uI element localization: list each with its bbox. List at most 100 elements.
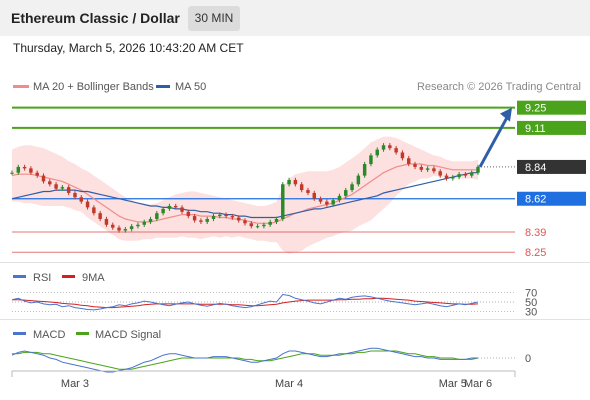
macd-line xyxy=(11,347,478,373)
candle-body xyxy=(123,229,128,231)
candle-body xyxy=(451,177,455,179)
candle-body xyxy=(129,226,134,230)
candle-body xyxy=(255,226,260,228)
level-tag-label: 9.11 xyxy=(525,123,546,135)
level-tag-bg xyxy=(517,191,586,206)
legend-ma20-label: MA 20 + Bollinger Bands xyxy=(33,81,154,93)
candle-body xyxy=(73,192,77,198)
candle-body xyxy=(406,158,411,165)
candle-body xyxy=(432,168,436,172)
chart-credit: Research © 2026 Trading Central xyxy=(417,81,581,93)
candle-body xyxy=(312,192,317,199)
candle-body xyxy=(388,145,392,149)
support-label: 8.25 xyxy=(525,247,546,259)
rsi-tick-label: 30 xyxy=(525,306,537,318)
candle-body xyxy=(29,168,33,173)
candle-body xyxy=(186,211,191,217)
legend-ma20-swatch xyxy=(13,85,29,88)
legend-macd-signal-label: MACD Signal xyxy=(95,329,161,341)
candle-body xyxy=(142,221,146,225)
candle-body xyxy=(199,220,203,222)
candle-body xyxy=(350,184,354,191)
candle-body xyxy=(381,145,386,150)
candle-body xyxy=(425,168,430,170)
chart-header: Ethereum Classic / Dollar 30 MIN xyxy=(0,0,590,36)
candle-body xyxy=(281,184,285,219)
support-label: 8.39 xyxy=(525,227,546,239)
candle-body xyxy=(173,205,178,208)
candle-body xyxy=(66,187,71,193)
candle-body xyxy=(167,205,172,209)
candle-body xyxy=(262,224,266,227)
candle-body xyxy=(249,223,254,227)
candle-body xyxy=(205,218,209,222)
candle-body xyxy=(111,224,115,228)
candle-body xyxy=(325,201,329,205)
legend-rsi-ma-swatch xyxy=(62,275,75,278)
price-tag-bg xyxy=(517,159,586,174)
candle-body xyxy=(362,164,367,176)
level-tag-bg xyxy=(517,100,586,115)
x-tick-label: Mar 6 xyxy=(464,378,492,390)
candle-body xyxy=(444,175,449,179)
legend-rsi-swatch xyxy=(13,275,26,278)
candle-body xyxy=(243,220,247,224)
candle-body xyxy=(230,216,235,218)
legend-rsi-label: RSI xyxy=(33,272,51,284)
candle-body xyxy=(369,155,373,165)
rsi-tick-label: 70 xyxy=(525,288,537,300)
candle-body xyxy=(10,172,14,174)
candle-body xyxy=(463,174,468,176)
candle-body xyxy=(224,214,228,217)
x-tick-label: Mar 5 xyxy=(439,378,467,390)
projection-arrow-head xyxy=(500,107,512,122)
legend-macd-signal-swatch xyxy=(76,332,89,335)
level-tag-label: 8.62 xyxy=(525,194,546,206)
rsi-line xyxy=(11,293,479,311)
candle-body xyxy=(419,166,424,170)
legend-ma50-label: MA 50 xyxy=(175,81,206,93)
rsi-ma-line xyxy=(12,297,479,309)
candle-body xyxy=(293,179,298,185)
candle-body xyxy=(438,171,442,176)
candle-body xyxy=(375,149,379,156)
candle-body xyxy=(85,201,90,208)
chart-title: Ethereum Classic / Dollar xyxy=(11,10,180,26)
candle-body xyxy=(287,179,291,185)
candle-body xyxy=(218,214,222,217)
legend-macd-swatch xyxy=(13,332,26,335)
legend-rsi-ma-label: 9MA xyxy=(82,272,105,284)
candle-body xyxy=(161,208,165,214)
candle-body xyxy=(344,190,348,196)
candle-body xyxy=(337,195,342,201)
candle-body xyxy=(155,213,159,219)
candle-body xyxy=(180,207,184,212)
candle-body xyxy=(79,197,84,202)
candle-body xyxy=(331,200,335,205)
candle-body xyxy=(35,172,39,176)
candle-body xyxy=(192,216,197,221)
legend-ma50-swatch xyxy=(156,85,170,88)
candle-body xyxy=(394,148,398,153)
candle-body xyxy=(98,213,102,219)
ma50-line xyxy=(11,172,478,219)
candle-body xyxy=(413,164,417,167)
candle-body xyxy=(356,175,361,185)
candle-body xyxy=(299,184,304,191)
legend-macd-label: MACD xyxy=(33,329,65,341)
candle-body xyxy=(54,184,58,189)
x-tick-label: Mar 3 xyxy=(61,378,89,390)
candle-body xyxy=(236,217,241,221)
interval-button[interactable]: 30 MIN xyxy=(188,6,240,31)
projection-arrow-shaft xyxy=(478,114,510,168)
candle-body xyxy=(92,207,96,214)
candle-body xyxy=(148,218,153,222)
candle-body xyxy=(274,218,279,222)
candle-body xyxy=(117,227,121,231)
candle-body xyxy=(136,224,140,227)
candle-body xyxy=(60,187,65,189)
candle-body xyxy=(48,181,52,185)
rsi-tick-label: 50 xyxy=(525,297,537,309)
candle-body xyxy=(211,216,216,219)
